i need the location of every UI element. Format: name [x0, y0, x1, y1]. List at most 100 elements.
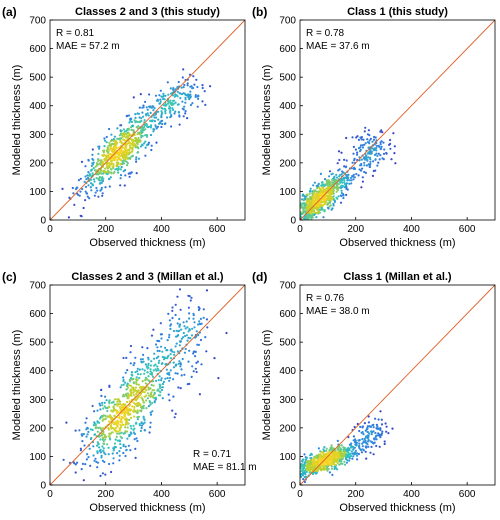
data-point — [104, 395, 107, 398]
data-point — [163, 122, 166, 126]
data-point — [373, 438, 376, 441]
data-point — [309, 458, 313, 461]
data-point — [76, 193, 80, 196]
data-point — [173, 353, 176, 356]
data-point — [89, 182, 93, 185]
data-point — [91, 162, 94, 165]
data-point — [162, 358, 166, 361]
data-point — [118, 416, 121, 420]
data-point — [124, 426, 127, 429]
data-point — [154, 113, 157, 116]
data-point — [115, 422, 118, 425]
data-point — [74, 188, 78, 191]
data-point — [130, 126, 133, 129]
data-point — [367, 415, 370, 418]
data-point — [338, 460, 341, 463]
data-point — [141, 390, 144, 393]
data-point — [116, 404, 119, 407]
data-point — [125, 115, 128, 118]
data-point — [111, 410, 114, 413]
data-point — [169, 376, 172, 380]
data-point — [142, 415, 145, 418]
data-point — [157, 361, 160, 364]
data-point — [379, 154, 382, 157]
data-point — [153, 391, 156, 395]
data-point — [104, 186, 107, 189]
y-tick-label: 200 — [279, 423, 296, 434]
data-point — [361, 167, 364, 170]
data-point — [146, 112, 149, 115]
data-point — [124, 430, 127, 433]
data-point — [194, 95, 197, 98]
data-point — [143, 372, 146, 375]
data-point — [196, 105, 199, 108]
data-point — [198, 320, 201, 323]
data-point — [156, 367, 159, 370]
data-point — [380, 423, 384, 426]
data-point — [161, 397, 164, 400]
data-point — [101, 436, 104, 439]
data-point — [145, 394, 148, 397]
data-point — [124, 136, 127, 139]
data-point — [188, 382, 191, 385]
data-point — [134, 402, 137, 406]
y-tick-label: 200 — [29, 423, 46, 434]
panel-label: (a) — [2, 5, 17, 19]
data-point — [370, 150, 373, 153]
data-point — [361, 445, 364, 448]
data-point — [142, 404, 145, 407]
data-point — [149, 106, 152, 109]
data-point — [91, 153, 94, 156]
data-point — [122, 378, 125, 382]
data-point — [125, 388, 128, 391]
data-point — [80, 160, 84, 163]
one-to-one-line — [49, 284, 246, 486]
data-point — [183, 325, 186, 328]
data-point — [168, 105, 171, 108]
data-point — [96, 409, 99, 412]
data-point — [107, 435, 110, 438]
data-point — [340, 179, 343, 182]
data-point — [168, 333, 171, 336]
data-point — [328, 471, 331, 474]
data-point — [348, 459, 351, 462]
data-point — [149, 372, 152, 375]
data-point — [145, 106, 148, 109]
data-point — [330, 467, 334, 470]
data-point — [103, 153, 106, 157]
data-point — [85, 458, 88, 461]
data-point — [340, 151, 343, 154]
data-point — [166, 116, 169, 119]
data-point — [158, 102, 161, 105]
data-point — [128, 394, 131, 397]
data-point — [143, 369, 146, 372]
data-point — [87, 177, 90, 180]
data-point — [319, 172, 322, 175]
data-point — [161, 95, 165, 98]
data-point — [108, 148, 111, 151]
data-point — [213, 357, 216, 360]
data-point — [131, 374, 134, 377]
data-point — [132, 387, 135, 390]
y-tick-label: 400 — [29, 366, 46, 377]
data-point — [182, 86, 185, 89]
data-point — [175, 342, 178, 345]
data-point — [151, 401, 154, 405]
data-point — [323, 446, 326, 449]
data-point — [124, 445, 127, 448]
data-point — [129, 151, 132, 154]
data-point — [195, 370, 198, 374]
data-point — [363, 130, 366, 133]
data-point — [183, 334, 187, 338]
data-point — [309, 187, 312, 190]
data-point — [100, 178, 103, 181]
data-point — [153, 107, 156, 110]
data-point — [92, 178, 96, 181]
data-point — [101, 161, 104, 164]
data-point — [83, 444, 86, 447]
data-point — [305, 216, 308, 219]
data-point — [133, 134, 136, 137]
data-point — [337, 195, 340, 198]
data-point — [157, 355, 160, 358]
x-tick-label: 600 — [459, 224, 476, 235]
